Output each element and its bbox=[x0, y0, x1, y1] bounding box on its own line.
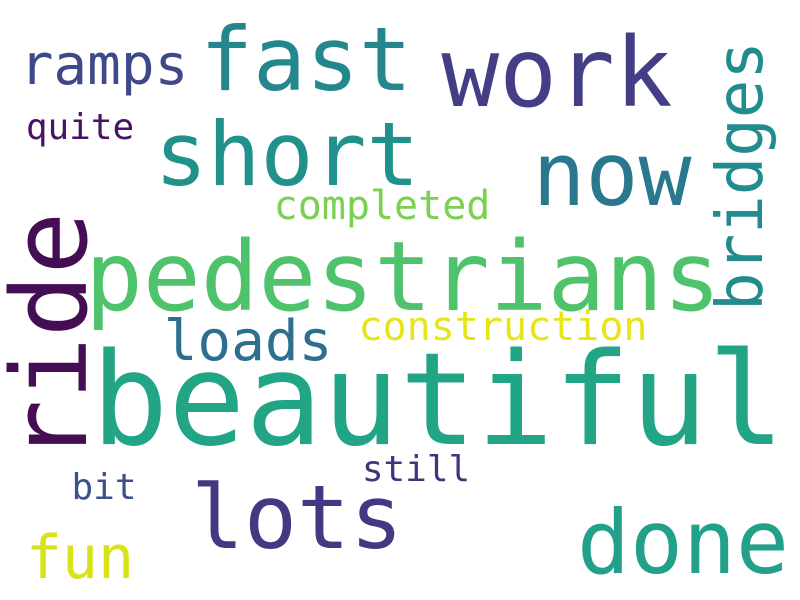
word-lots: lots bbox=[191, 466, 403, 569]
word-now: now bbox=[532, 123, 692, 226]
word-pedestrians: pedestrians bbox=[85, 221, 721, 333]
word-loads: loads bbox=[163, 309, 333, 374]
word-construction: construction bbox=[358, 304, 648, 350]
word-ramps: ramps bbox=[19, 33, 189, 98]
word-bridges: bridges bbox=[704, 41, 778, 311]
word-completed: completed bbox=[273, 183, 491, 229]
word-work: work bbox=[441, 17, 673, 129]
word-done: done bbox=[577, 491, 789, 594]
word-beautiful: beautiful bbox=[91, 326, 785, 475]
word-fun: fun bbox=[25, 523, 135, 593]
word-short: short bbox=[154, 103, 420, 206]
word-quite: quite bbox=[25, 107, 135, 148]
word-fast: fast bbox=[200, 8, 412, 111]
word-ride: ride bbox=[0, 211, 111, 463]
word-bit: bit bbox=[71, 467, 137, 508]
word-still: still bbox=[361, 449, 471, 490]
